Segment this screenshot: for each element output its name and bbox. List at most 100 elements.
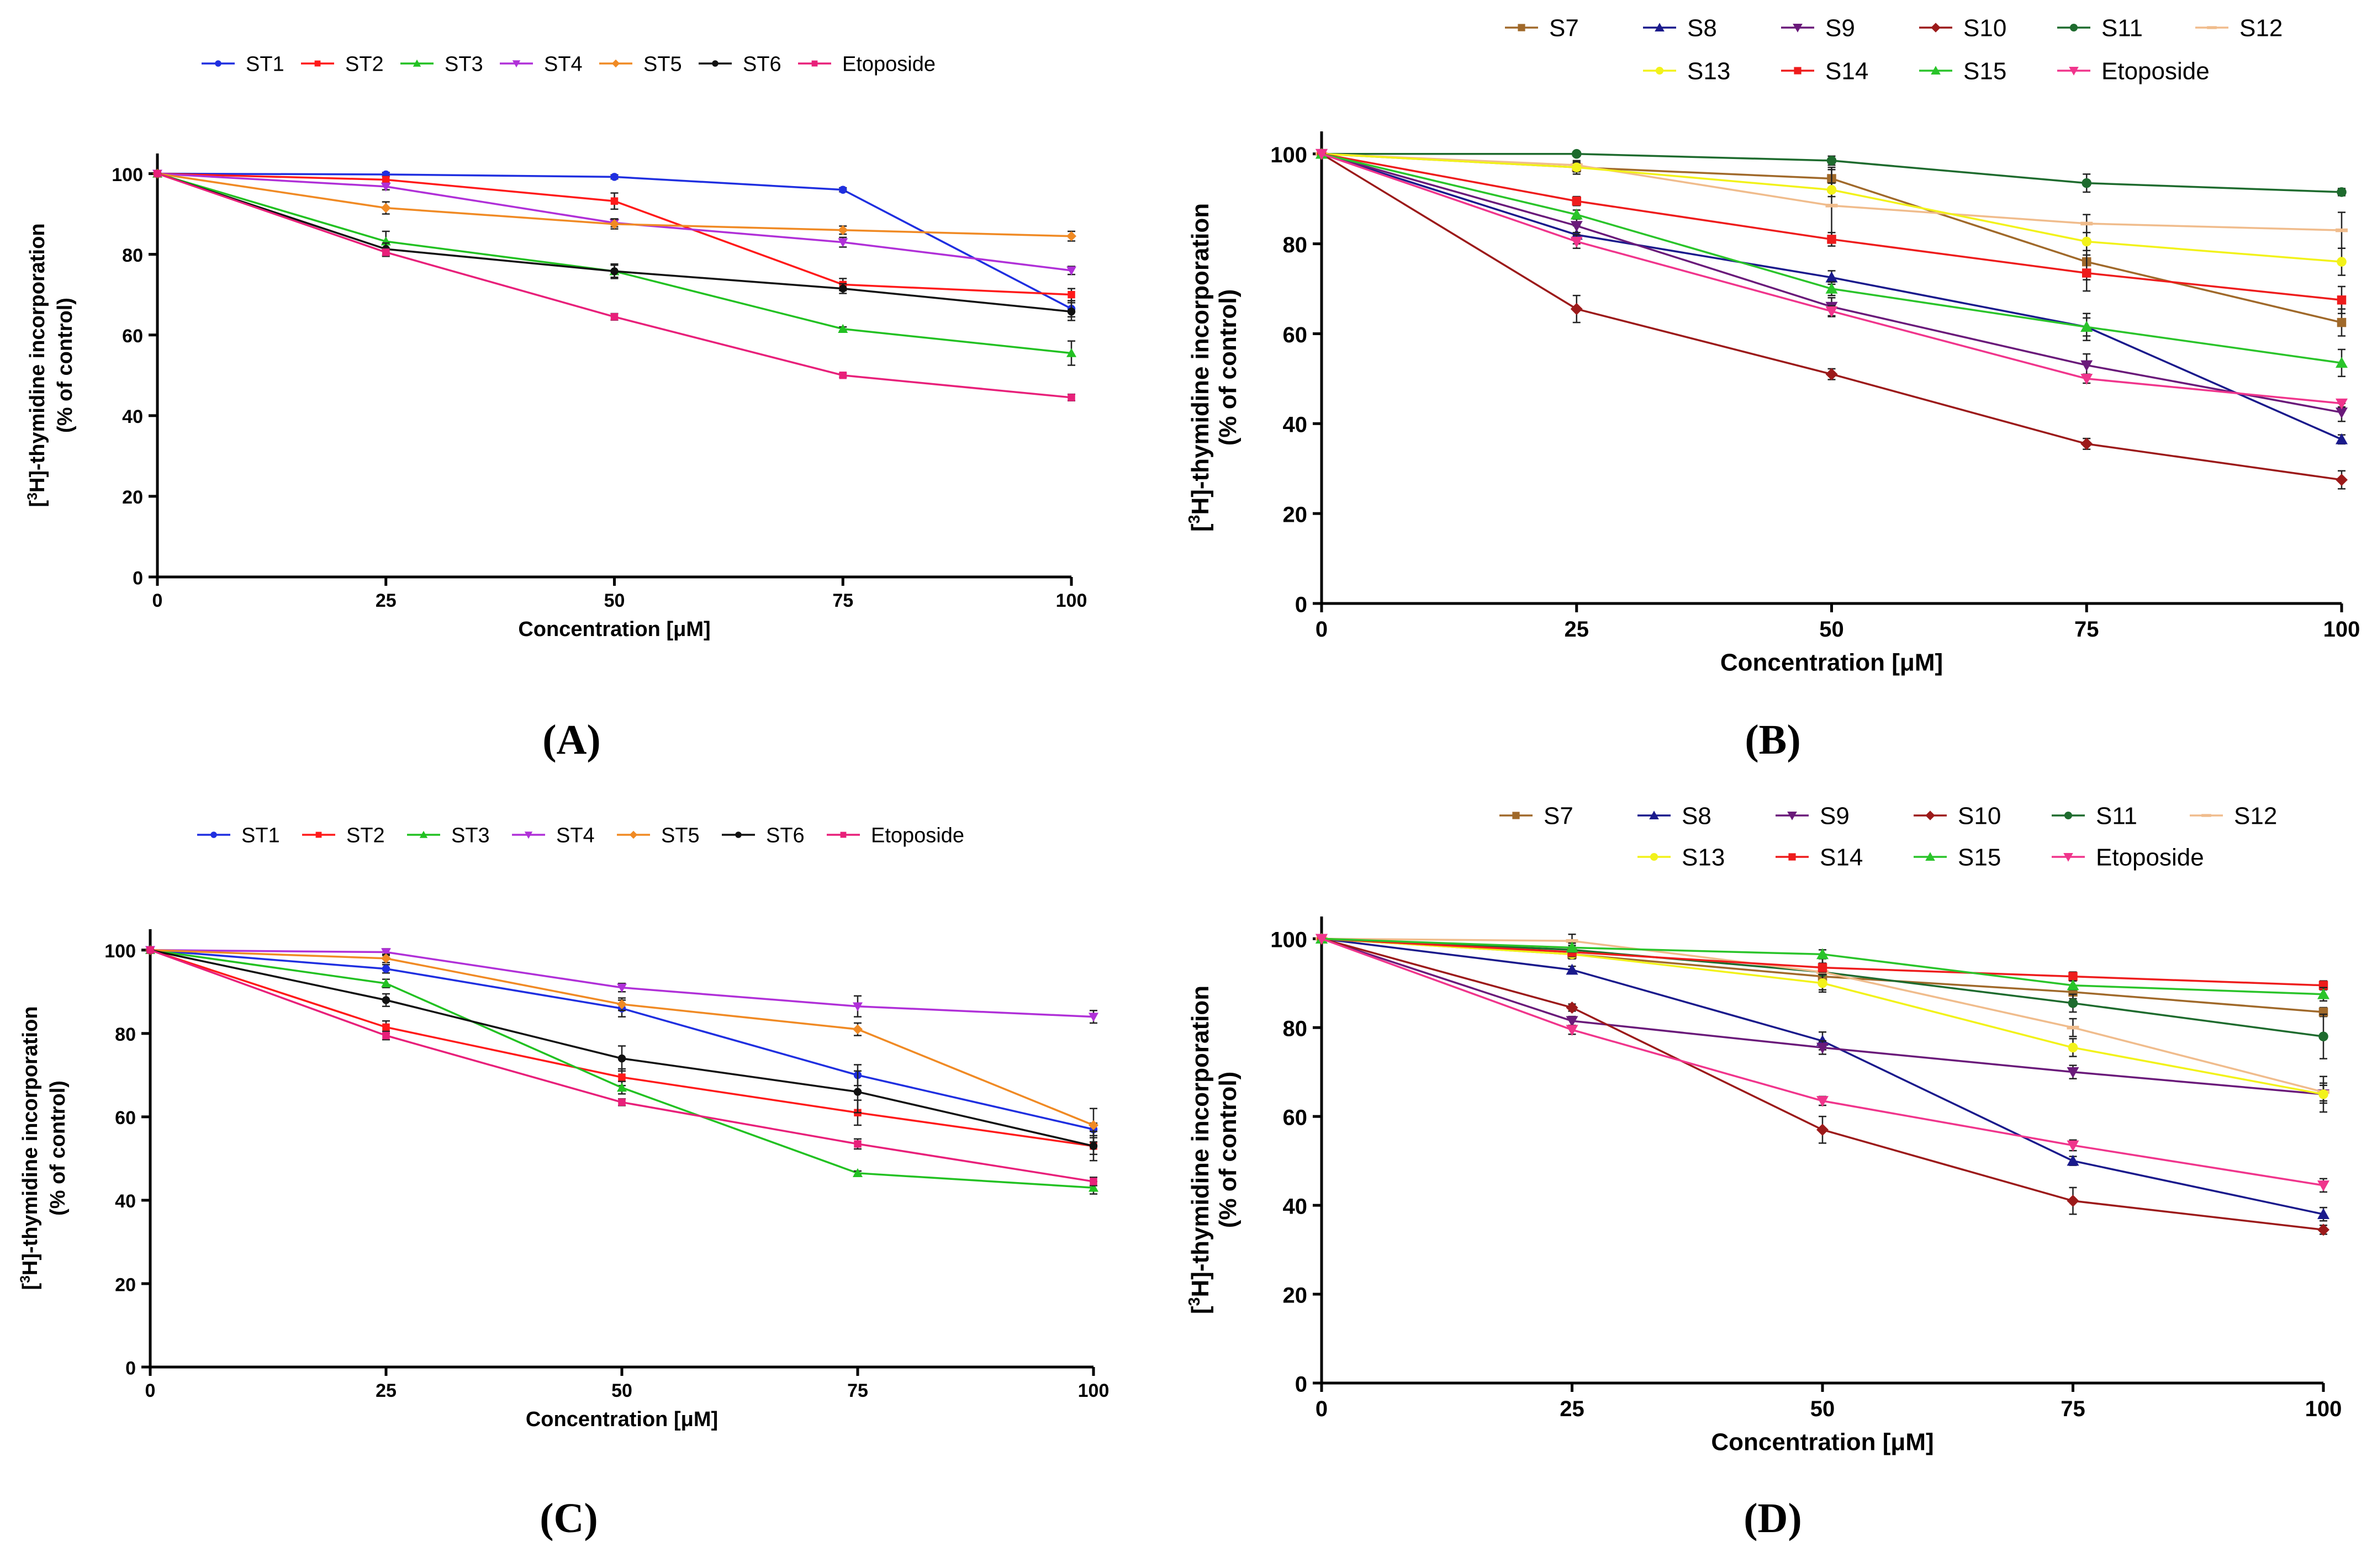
data-point xyxy=(381,182,391,192)
legend-label: S11 xyxy=(2096,802,2137,829)
legend-marker xyxy=(2069,66,2079,76)
legend-label: S7 xyxy=(1544,802,1573,829)
data-point xyxy=(853,1002,863,1011)
legend-item-S7: S7 xyxy=(1505,14,1579,41)
legend-marker xyxy=(315,831,322,838)
legend-item-S13: S13 xyxy=(1643,57,1730,84)
data-point xyxy=(1816,1096,1829,1107)
legend-item-ST2: ST2 xyxy=(301,52,384,76)
legend-item-ST5: ST5 xyxy=(599,52,682,76)
legend-item-ST4: ST4 xyxy=(512,824,595,847)
data-point xyxy=(2318,1031,2328,1042)
data-point xyxy=(839,372,847,379)
data-point xyxy=(2080,321,2093,332)
data-point xyxy=(2336,398,2348,410)
data-point xyxy=(1316,149,1328,160)
legend-marker xyxy=(1787,811,1797,820)
data-point xyxy=(1066,348,1076,357)
data-point xyxy=(2067,979,2079,990)
y-tick-label: 100 xyxy=(1270,143,1307,167)
data-point xyxy=(839,284,847,293)
data-point xyxy=(382,965,390,973)
legend-marker xyxy=(1931,66,1941,75)
legend-marker xyxy=(413,59,421,67)
legend-label: S13 xyxy=(1682,844,1725,871)
data-point xyxy=(1570,221,1583,232)
y-tick-label: 20 xyxy=(1283,1283,1308,1307)
data-point xyxy=(1825,271,1838,283)
data-point xyxy=(1816,1042,1829,1054)
legend-marker xyxy=(1518,24,1525,31)
legend-item-S9: S9 xyxy=(1776,802,1850,829)
data-point xyxy=(609,219,620,229)
data-point xyxy=(1066,231,1076,241)
data-point xyxy=(2337,317,2347,327)
legend-marker xyxy=(524,831,533,839)
legend-marker xyxy=(1925,852,1935,861)
legend-marker xyxy=(1655,66,1664,75)
series-S14 xyxy=(1317,149,2347,315)
x-tick-label: 50 xyxy=(604,590,625,611)
y-tick-label: 80 xyxy=(122,245,143,266)
legend-label: Etoposide xyxy=(2096,844,2204,871)
series-S13 xyxy=(1317,934,2328,1104)
x-tick-label: 100 xyxy=(2323,617,2360,642)
data-point xyxy=(1566,963,1578,975)
y-axis-label-line1: [3H]-thymidine incorporation xyxy=(25,223,50,507)
x-tick-label: 50 xyxy=(1810,1397,1835,1421)
y-tick-label: 40 xyxy=(1283,1194,1308,1219)
panel-letter: (A) xyxy=(542,717,601,763)
y-axis-label-line2: (% of control) xyxy=(1214,289,1242,446)
y-tick-label: 0 xyxy=(125,1358,136,1379)
data-point xyxy=(2337,187,2347,197)
legend-item-ST2: ST2 xyxy=(302,824,385,847)
legend-item-S10: S10 xyxy=(1914,802,2001,829)
x-tick-label: 0 xyxy=(152,590,163,611)
legend-marker xyxy=(210,831,217,838)
x-tick-label: 0 xyxy=(1316,1397,1328,1421)
series-S13 xyxy=(1317,149,2347,276)
y-axis-label-line1: [3H]-thymidine incorporation xyxy=(18,1006,43,1290)
x-axis-label: Concentration [μM] xyxy=(1711,1429,1933,1456)
data-point xyxy=(1090,1178,1097,1185)
series-S15 xyxy=(1316,933,2329,1002)
data-point xyxy=(1818,978,1827,988)
data-point xyxy=(2318,1089,2328,1099)
legend-label: ST3 xyxy=(445,52,483,76)
legend-label: S9 xyxy=(1820,802,1850,829)
chart-panel-2: 0 25 50 75 100 0 20 40 60 80 100 Concentration [μM]… xyxy=(1186,14,2360,763)
x-tick-label: 50 xyxy=(1819,617,1844,642)
legend-marker xyxy=(1925,811,1935,820)
data-point xyxy=(1571,162,1582,172)
data-point xyxy=(1825,306,1838,317)
data-point xyxy=(1816,1124,1829,1136)
x-tick-label: 75 xyxy=(847,1380,868,1401)
data-point xyxy=(146,946,154,954)
data-point xyxy=(1089,1013,1098,1022)
data-point xyxy=(382,1031,390,1040)
data-point xyxy=(2067,1195,2079,1207)
x-tick-label: 25 xyxy=(376,1380,397,1401)
data-point xyxy=(853,1168,863,1178)
data-point xyxy=(2068,972,2078,981)
series-Etoposide xyxy=(1316,934,2329,1193)
y-axis-label-line1: [3H]-thymidine incorporation xyxy=(1186,986,1214,1314)
data-point xyxy=(617,983,627,993)
y-tick-label: 0 xyxy=(1295,1372,1307,1396)
legend-label: ST4 xyxy=(544,52,583,76)
x-tick-label: 25 xyxy=(1560,1397,1584,1421)
legend-item-S11: S11 xyxy=(2052,802,2137,829)
legend-item-S11: S11 xyxy=(2057,14,2143,41)
legend-label: S7 xyxy=(1549,14,1579,41)
legend-item-Etoposide: Etoposide xyxy=(2057,57,2210,84)
legend-marker xyxy=(2207,26,2217,29)
legend-item-ST6: ST6 xyxy=(722,824,805,847)
x-axis-label: Concentration [μM] xyxy=(526,1408,718,1431)
x-tick-label: 50 xyxy=(611,1380,632,1401)
y-tick-label: 60 xyxy=(1283,1106,1308,1130)
legend-label: S8 xyxy=(1687,14,1717,41)
legend-item-S15: S15 xyxy=(1919,57,2006,84)
legend-label: ST6 xyxy=(743,52,781,76)
x-tick-label: 25 xyxy=(1565,617,1589,642)
